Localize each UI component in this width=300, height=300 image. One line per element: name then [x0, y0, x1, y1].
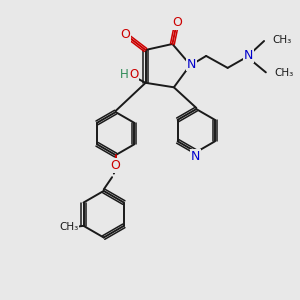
Text: O: O [111, 159, 121, 172]
Text: CH₃: CH₃ [60, 222, 79, 232]
Text: N: N [191, 150, 200, 163]
Text: CH₃: CH₃ [272, 35, 292, 45]
Text: CH₃: CH₃ [274, 68, 293, 78]
Text: O: O [172, 16, 182, 29]
Text: O: O [129, 68, 138, 81]
Text: N: N [187, 58, 196, 71]
Text: N: N [244, 49, 253, 62]
Text: H: H [120, 68, 128, 81]
Text: O: O [121, 28, 130, 41]
